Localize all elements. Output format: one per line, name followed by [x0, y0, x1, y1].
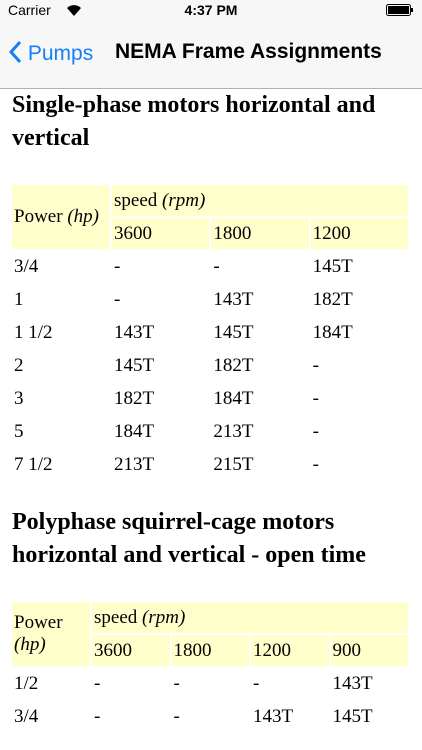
speed-unit: (rpm): [162, 189, 206, 211]
power-cell: 1 1/2: [14, 321, 53, 343]
speed-value: 1200: [251, 635, 329, 666]
speed-value: 900: [330, 635, 408, 666]
table-row: 1 - 143T 182T: [12, 284, 408, 315]
power-cell: 5: [14, 420, 24, 442]
frame-cell: 143T: [213, 288, 254, 310]
frame-cell: 215T: [213, 453, 254, 475]
frame-cell: 182T: [114, 387, 155, 409]
header-row: 3600 1800 1200: [12, 218, 408, 249]
frame-cell: 184T: [213, 387, 254, 409]
power-unit: (hp): [14, 634, 46, 655]
frame-cell: -: [312, 420, 319, 442]
power-cell: 3: [14, 387, 24, 409]
table-row: 3/4 - - 145T: [12, 251, 408, 282]
frame-cell: -: [253, 672, 260, 694]
power-cell: 1: [14, 288, 24, 310]
frame-table: Power (hp) speed (rpm) 3600 1800 1200 900 1/2-…: [10, 600, 410, 734]
frame-cell: -: [114, 288, 121, 310]
frame-cell: 145T: [312, 255, 353, 277]
nav-bar: Pumps NEMA Frame Assignments: [0, 20, 422, 89]
carrier: Carrier: [8, 2, 51, 18]
back-button[interactable]: Pumps: [8, 40, 93, 66]
frame-cell: -: [94, 672, 101, 694]
frame-cell: 143T: [114, 321, 155, 343]
header-row: Power (hp) speed (rpm): [12, 185, 408, 249]
power-label: Power: [14, 206, 63, 227]
power-cell: 7 1/2: [14, 453, 53, 475]
frame-cell: 145T: [114, 354, 155, 376]
power-header: Power (hp): [12, 602, 90, 666]
nav-title: NEMA Frame Assignments: [115, 40, 382, 63]
power-unit: (hp): [67, 206, 99, 227]
table-row: 7 1/2 213T 215T -: [12, 449, 408, 480]
frame-cell: -: [213, 255, 220, 277]
table-row: 3/4 - - 143T 145T: [12, 701, 408, 732]
frame-cell: 213T: [213, 420, 254, 442]
back-label: Pumps: [27, 42, 94, 65]
speed-header: speed (rpm): [112, 185, 408, 216]
frame-cell: -: [114, 255, 121, 277]
section-heading: Polyphase squirrel-cage motors horizonta…: [12, 509, 366, 568]
frame-cell: 184T: [114, 420, 155, 442]
power-cell: 2: [14, 354, 24, 376]
power-cell: 3/4: [14, 705, 39, 727]
content: Single-phase motors horizontal and verti…: [0, 89, 422, 750]
header-row: Power (hp) speed (rpm): [12, 602, 408, 666]
time: 4:37 PM: [184, 2, 238, 18]
wifi-icon: [67, 5, 81, 16]
power-cell: 1/2: [14, 672, 39, 694]
power-label: Power: [14, 612, 63, 633]
frame-cell: 143T: [253, 705, 294, 727]
speed-value: 1200: [310, 218, 408, 249]
speed-value: 1800: [171, 635, 249, 666]
frame-cell: 145T: [213, 321, 254, 343]
frame-cell: 182T: [312, 288, 353, 310]
speed-value: 1800: [211, 218, 309, 249]
frame-cell: 213T: [114, 453, 155, 475]
speed-value: 3600: [112, 218, 210, 249]
frame-table: Power (hp) speed (rpm) 3600 1800 1200 3/4- -14…: [10, 183, 410, 482]
frame-cell: 145T: [332, 705, 373, 727]
table-row: 5 184T 213T -: [12, 416, 408, 447]
frame-cell: -: [173, 672, 180, 694]
speed-header: speed (rpm): [92, 602, 408, 633]
frame-cell: -: [312, 453, 319, 475]
frame-cell: -: [312, 354, 319, 376]
speed-unit: (rpm): [142, 606, 186, 628]
frame-cell: 182T: [213, 354, 254, 376]
speed-value: 3600: [92, 635, 170, 666]
header-row: 3600 1800 1200 900: [12, 635, 408, 666]
power-header: Power (hp): [12, 185, 110, 249]
frame-cell: -: [312, 387, 319, 409]
table-row: 2 145T 182T -: [12, 350, 408, 381]
status-bar: Carrier 4:37 PM: [0, 0, 422, 20]
battery-icon: [386, 4, 413, 16]
frame-cell: -: [173, 705, 180, 727]
table-row: 1/2 - - - 143T: [12, 668, 408, 699]
speed-label: speed: [94, 606, 138, 628]
table-row: 1 1/2 143T 145T 184T: [12, 317, 408, 348]
section-heading: Single-phase motors horizontal and verti…: [12, 92, 376, 151]
table-row: 3 182T 184T -: [12, 383, 408, 414]
power-cell: 3/4: [14, 255, 39, 277]
frame-cell: 184T: [312, 321, 353, 343]
back-chevron: [8, 40, 22, 64]
frame-cell: -: [94, 705, 101, 727]
speed-label: speed: [114, 189, 158, 211]
frame-cell: 143T: [332, 672, 373, 694]
